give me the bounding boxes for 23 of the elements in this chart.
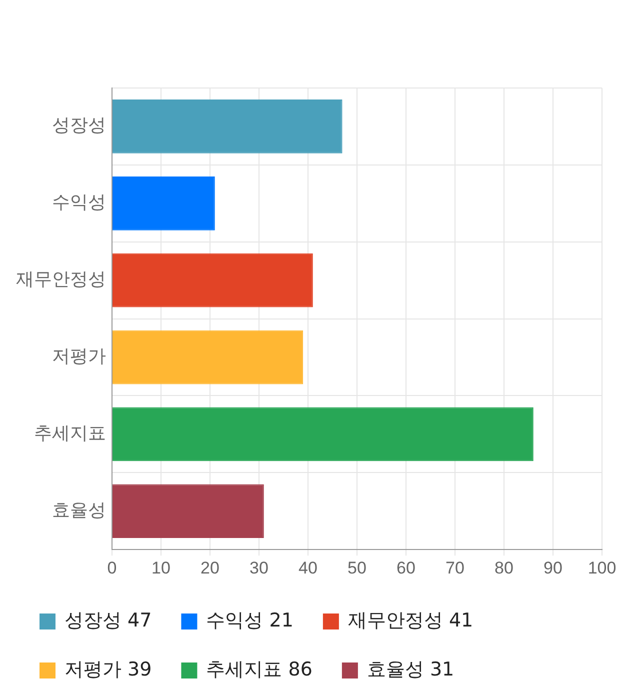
legend-label: 재무안정성 41 (348, 609, 474, 632)
x-tick-label: 50 (348, 558, 366, 578)
x-tick-label: 90 (544, 558, 562, 578)
x-tick-label: 80 (494, 558, 514, 578)
legend-label: 추세지표 86 (206, 658, 312, 680)
x-tick-label: 0 (107, 558, 117, 578)
x-tick-label: 70 (446, 558, 464, 578)
y-tick-label: 추세지표 (34, 422, 106, 444)
y-tick-label: 재무안정성 (16, 269, 106, 290)
legend-label: 효율성 31 (366, 658, 454, 680)
y-tick-label: 저평가 (52, 346, 106, 367)
y-tick-label: 성장성 (52, 115, 106, 136)
x-tick-label: 60 (396, 558, 416, 578)
legend-label: 성장성 47 (64, 609, 152, 632)
x-tick-label: 40 (298, 558, 318, 578)
x-tick-label: 10 (152, 558, 170, 578)
legend-label: 수익성 21 (206, 609, 294, 632)
x-tick-label: 20 (200, 558, 220, 578)
x-tick-label: 30 (250, 558, 268, 578)
y-tick-label: 효율성 (52, 500, 106, 521)
legend-label: 저평가 39 (64, 658, 152, 680)
y-tick-label: 수익성 (52, 192, 106, 214)
x-tick-label: 100 (588, 558, 616, 578)
